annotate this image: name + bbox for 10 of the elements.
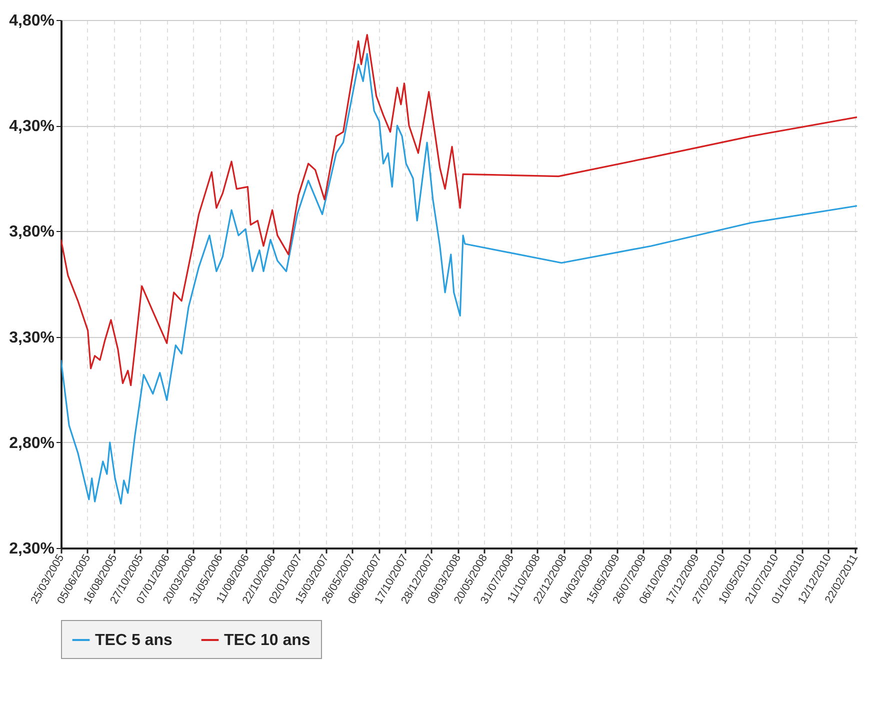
legend-label: TEC 5 ans [95,632,172,649]
y-tick-label: 4,30% [9,118,54,136]
legend-label: TEC 10 ans [224,632,310,649]
y-tick-label: 4,80% [9,12,54,30]
line-series [61,52,857,504]
y-tick-label: 3,30% [9,329,54,346]
line-series [61,34,857,386]
y-tick-label: 3,80% [9,224,54,241]
y-tick-label: 2,30% [9,540,54,558]
y-tick-label: 2,80% [9,434,54,452]
